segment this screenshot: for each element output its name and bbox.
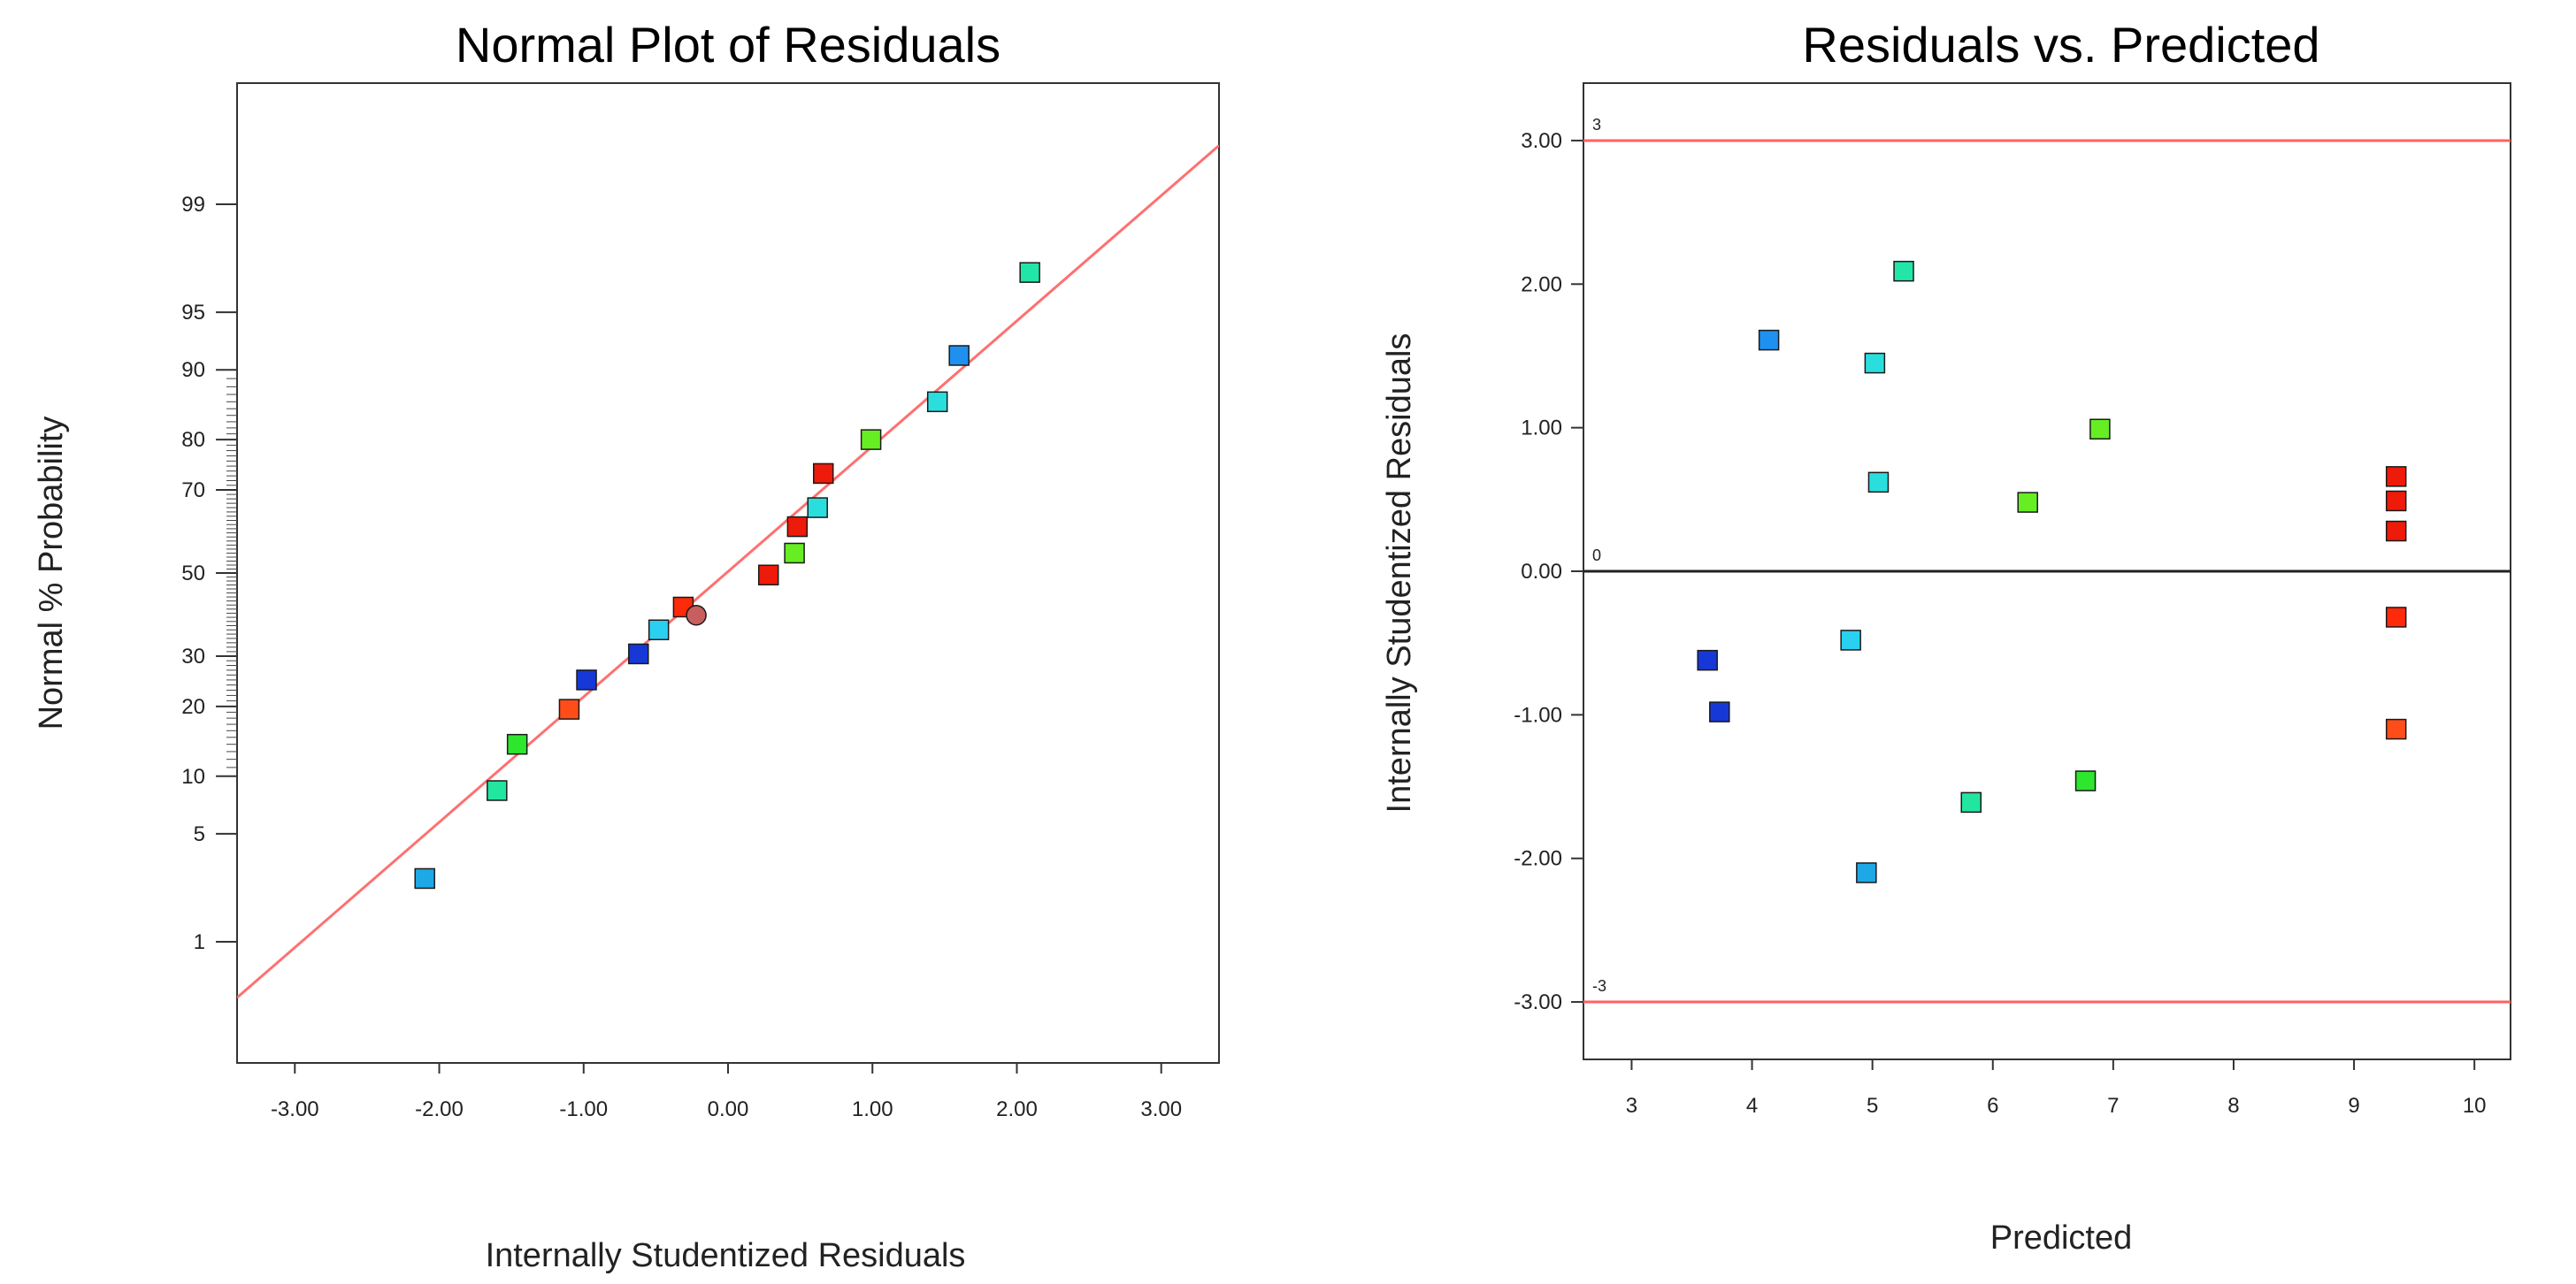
data-point [2385, 520, 2407, 542]
normal-plot: Normal Plot of Residuals 1 5 10 20 30 50 70 80 9… [33, 17, 1220, 1274]
y-tick-label: 99 [181, 193, 205, 217]
data-point [1864, 352, 1886, 374]
normal-plot-reference-line [237, 144, 1219, 999]
x-tick-label: 7 [2107, 1094, 2119, 1118]
y-tick-label: -1.00 [1514, 703, 1562, 727]
x-tick-label: 4 [1746, 1094, 1758, 1118]
y-tick-label: 80 [181, 428, 205, 452]
data-point [648, 619, 670, 641]
data-point [576, 669, 597, 691]
x-tick-label: -2.00 [415, 1097, 464, 1121]
residuals-plot-title: Residuals vs. Predicted [1802, 17, 2319, 73]
data-point [487, 780, 508, 801]
y-tick-label: -2.00 [1514, 847, 1562, 871]
data-point [807, 497, 828, 518]
limit-label: 3 [1592, 116, 1601, 134]
y-tick-label: 1.00 [1521, 417, 1562, 440]
data-point [2385, 466, 2407, 487]
data-point [506, 733, 528, 755]
x-tick-label: 8 [2227, 1094, 2239, 1118]
normal-plot-y-ticks: 1 5 10 20 30 50 70 80 90 95 99 [181, 193, 237, 954]
y-tick-label: 90 [181, 358, 205, 382]
limit-label: 0 [1592, 546, 1601, 564]
normal-plot-x-label: Internally Studentized Residuals [486, 1237, 966, 1274]
x-tick-label: 2.00 [996, 1097, 1038, 1121]
data-point [860, 429, 882, 450]
x-tick-label: 1.00 [852, 1097, 893, 1121]
data-point [414, 867, 435, 890]
data-point [1840, 630, 1861, 651]
x-tick-label: 6 [1987, 1094, 1998, 1118]
residuals-plot-points [1697, 260, 2407, 883]
x-tick-label: 3.00 [1140, 1097, 1182, 1121]
data-point [757, 564, 779, 585]
y-tick-label: 95 [181, 301, 205, 325]
y-tick-label: 20 [181, 695, 205, 719]
y-tick-label: 50 [181, 562, 205, 585]
x-tick-label: 0.00 [708, 1097, 749, 1121]
x-tick-label: 3 [1626, 1094, 1637, 1118]
normal-plot-title: Normal Plot of Residuals [456, 17, 1000, 73]
residuals-plot-y-label: Internally Studentized Residuals [1381, 333, 1418, 814]
x-tick-label: -1.00 [559, 1097, 608, 1121]
data-point [2385, 607, 2407, 628]
data-point [1019, 262, 1040, 283]
y-tick-label: -3.00 [1514, 990, 1562, 1014]
y-tick-label: 0.00 [1521, 560, 1562, 584]
normal-plot-points [414, 262, 1040, 890]
normal-plot-y-label: Normal % Probability [33, 417, 70, 730]
data-point [1856, 862, 1877, 883]
data-point [1893, 260, 1914, 282]
data-point [786, 516, 809, 538]
residuals-vs-predicted-plot: Residuals vs. Predicted -3.00 -2.00 -1.00 0… [1381, 17, 2511, 1257]
normal-plot-x-ticks: -3.00 -2.00 -1.00 0.00 1.00 2.00 3.00 [271, 1063, 1182, 1121]
x-tick-label: -3.00 [271, 1097, 319, 1121]
x-tick-label: 5 [1867, 1094, 1878, 1118]
residuals-plot-limit-lines [1583, 139, 2511, 1004]
y-tick-label: 1 [194, 930, 205, 954]
y-tick-label: 2.00 [1521, 272, 1562, 296]
x-tick-label: 9 [2348, 1094, 2359, 1118]
y-tick-label: 10 [181, 765, 205, 789]
data-point [2074, 770, 2097, 791]
limit-label: -3 [1592, 977, 1606, 995]
data-point [1758, 329, 1780, 351]
data-point [1709, 701, 1730, 722]
y-tick-label: 5 [194, 822, 205, 846]
data-point [1867, 471, 1890, 493]
x-tick-label: 10 [2463, 1094, 2487, 1118]
data-point [784, 542, 805, 564]
data-point [2385, 718, 2407, 740]
data-point [558, 699, 580, 720]
data-point [948, 345, 970, 366]
data-point [1960, 791, 1982, 814]
y-tick-label: 3.00 [1521, 129, 1562, 153]
residuals-plot-x-label: Predicted [1990, 1219, 2133, 1257]
data-point [2089, 418, 2111, 440]
data-point [686, 604, 707, 626]
data-point [926, 391, 948, 413]
data-point [1697, 649, 1718, 671]
residuals-plot-y-ticks: -3.00 -2.00 -1.00 0.00 1.00 2.00 3.00 [1514, 129, 1583, 1014]
data-point [812, 462, 834, 485]
y-tick-label: 70 [181, 478, 205, 502]
residuals-plot-limit-labels: 3 0 -3 [1592, 116, 1606, 995]
data-point [2385, 490, 2407, 512]
data-point [628, 643, 649, 665]
residuals-plot-x-ticks: 3 4 5 6 7 8 9 10 [1626, 1059, 2487, 1118]
y-tick-label: 30 [181, 645, 205, 669]
data-point [2017, 492, 2038, 513]
